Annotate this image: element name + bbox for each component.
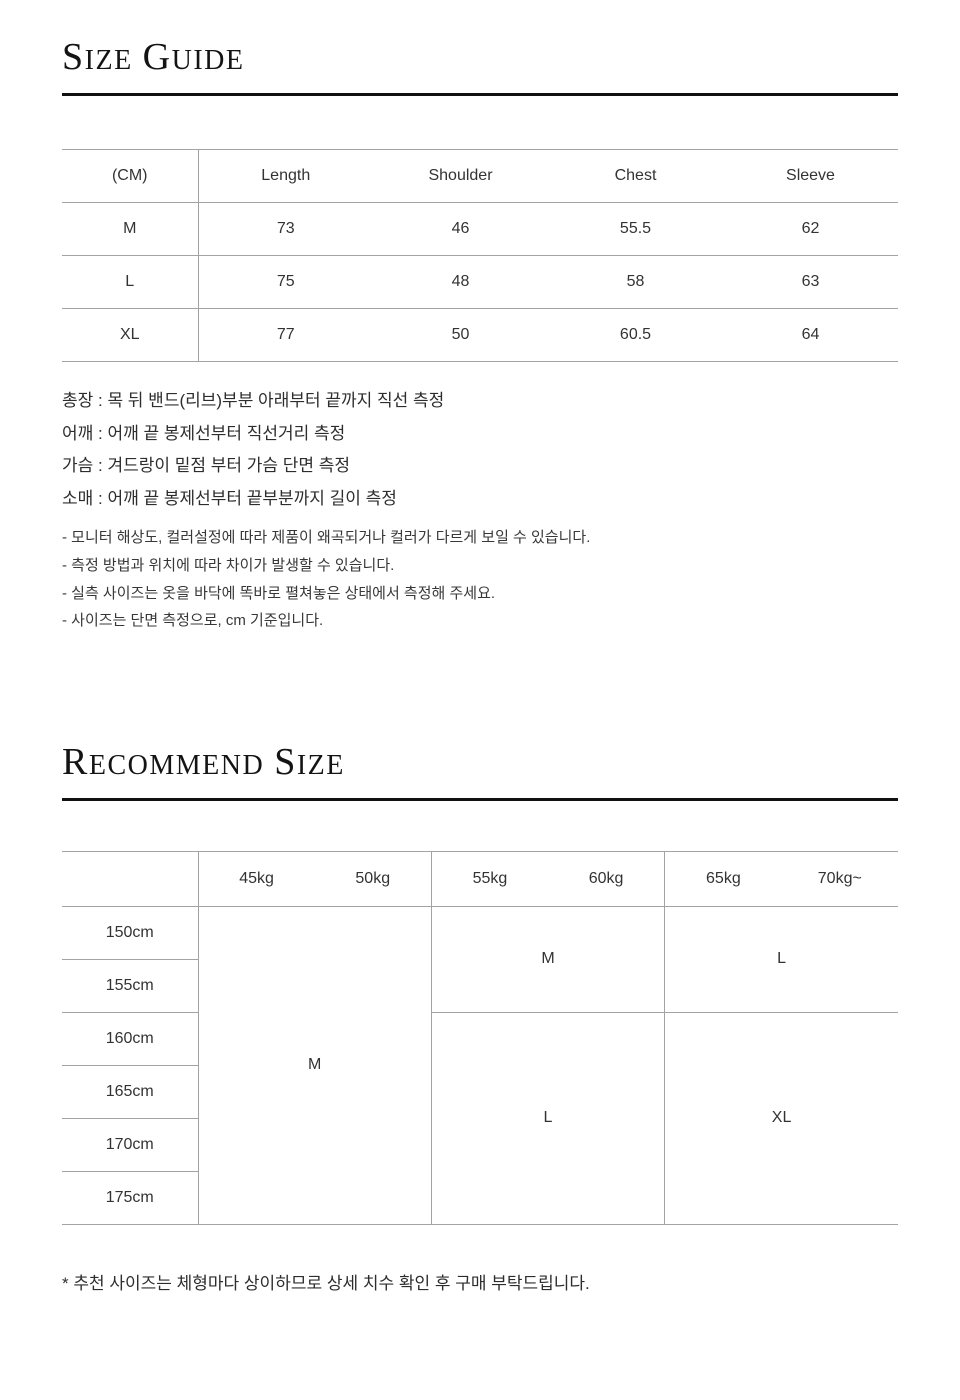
value-cell: 77 <box>276 325 295 343</box>
size-label-cell: XL <box>62 308 199 362</box>
size-guide-page: SIZE GUIDE (CM) Length Shoulder Chest Sle… <box>62 0 898 1294</box>
weight-label: 45kg <box>239 869 274 887</box>
weight-label: 70kg~ <box>817 869 862 887</box>
value-cell: 75 <box>198 255 373 309</box>
height-row-160: 160cm L XL <box>62 1012 898 1225</box>
recommend-footnote: * 추천 사이즈는 체형마다 상이하므로 상세 치수 확인 후 구매 부탁드립니… <box>62 1273 590 1293</box>
value-cell: 58 <box>548 255 723 309</box>
value-cell: 73 <box>198 202 373 256</box>
size-label-cell: M <box>62 202 199 256</box>
weight-label: 55kg <box>472 869 508 887</box>
height-row-155: 155cm <box>62 959 898 1013</box>
empty-corner-cell <box>62 851 198 907</box>
title-letter: G <box>142 36 172 78</box>
size-label-cell: L <box>62 255 199 309</box>
title-letters: ECOMMEND <box>88 750 265 782</box>
recommend-size-title: RECOMMEND SIZE <box>62 741 898 785</box>
height-label: 165cm <box>62 1065 198 1119</box>
column-header-sleeve: Sleeve <box>723 149 898 203</box>
column-header-chest: Chest <box>548 149 723 203</box>
height-label: 150cm <box>62 906 198 960</box>
recommend-header-row: 45kg 50kg 55kg 60kg 65kg 70kg~ <box>62 851 898 907</box>
caution-note: - 사이즈는 단면 측정으로, cm 기준입니다. <box>62 612 324 630</box>
weight-label: 65kg <box>706 869 741 887</box>
recommend-cell-55-60kg-top: M <box>430 906 665 1013</box>
column-header-length: Length <box>198 149 373 203</box>
height-row-175: 175cm <box>62 1171 898 1225</box>
value-cell: 63 <box>723 255 898 309</box>
measure-note-chest: 가슴 : 겨드랑이 밑점 부터 가슴 단면 측정 <box>62 456 351 476</box>
measure-note-sleeve: 소매 : 어깨 끝 봉제선부터 끝부분까지 길이 측정 <box>62 489 397 509</box>
recommend-cell-65-70kg-bottom: XL <box>664 1012 898 1225</box>
title-letter: S <box>62 36 85 78</box>
value-cell: 48 <box>373 255 548 309</box>
column-header-shoulder: Shoulder <box>373 149 548 203</box>
weight-label: 60kg <box>588 869 624 887</box>
recommend-cell-65-70kg-top: L <box>664 906 898 1013</box>
caution-note: - 측정 방법과 위치에 따라 차이가 발생할 수 있습니다. <box>62 556 395 574</box>
weight-pair: 45kg 50kg <box>199 870 431 888</box>
value-cell: 55.5 <box>548 202 723 256</box>
height-label: 170cm <box>62 1118 198 1172</box>
size-table-header-row: (CM) Length Shoulder Chest Sleeve <box>62 149 898 203</box>
recommend-cell-45-50kg: M <box>197 906 432 1225</box>
height-label: 175cm <box>62 1171 198 1225</box>
title-divider <box>62 797 898 801</box>
measure-notes: 총장 : 목 뒤 밴드(리브)부분 아래부터 끝까지 직선 측정 어깨 : 어깨… <box>62 390 898 509</box>
title-letters: IZE <box>84 45 133 76</box>
size-row-l: L 75 48 58 63 <box>62 255 898 309</box>
measure-note-length: 총장 : 목 뒤 밴드(리브)부분 아래부터 끝까지 직선 측정 <box>62 390 445 410</box>
caution-notes: - 모니터 해상도, 컬러설정에 따라 제품이 왜곡되거나 컬러가 다르게 보일… <box>62 530 898 629</box>
value-cell: 50 <box>451 325 470 343</box>
title-letters: UIDE <box>171 45 245 76</box>
recommend-cell-55-60kg-bottom: L <box>430 1012 665 1225</box>
caution-note: - 모니터 해상도, 컬러설정에 따라 제품이 왜곡되거나 컬러가 다르게 보일… <box>62 529 591 547</box>
measure-note-shoulder: 어깨 : 어깨 끝 봉제선부터 직선거리 측정 <box>62 423 346 443</box>
size-row-xl: XL 77 50 60.5 64 <box>62 308 898 362</box>
weight-label: 50kg <box>355 869 391 887</box>
height-row-150: 150cm M M L <box>62 906 898 1225</box>
weight-group-2-header: 55kg 60kg <box>430 851 665 907</box>
height-label: 160cm <box>62 1012 198 1066</box>
title-letter: R <box>62 741 89 784</box>
unit-header-cell: (CM) <box>62 149 199 203</box>
value-cell: 62 <box>723 202 898 256</box>
value-cell: 46 <box>373 202 548 256</box>
title-letter: S <box>274 741 297 784</box>
value-cell: 64 <box>801 325 820 343</box>
height-row-165: 165cm <box>62 1065 898 1119</box>
recommend-table: 45kg 50kg 55kg 60kg 65kg 70kg~ <box>62 850 898 1225</box>
weight-pair: 55kg 60kg <box>432 870 664 888</box>
size-table: (CM) Length Shoulder Chest Sleeve M 73 4… <box>62 148 898 362</box>
size-guide-title: SIZE GUIDE <box>62 36 898 80</box>
weight-group-3-header: 65kg 70kg~ <box>664 851 898 907</box>
title-divider <box>62 92 898 96</box>
weight-group-1-header: 45kg 50kg <box>197 851 432 907</box>
weight-pair: 65kg 70kg~ <box>665 870 898 888</box>
title-letters: IZE <box>296 750 345 782</box>
size-row-m: M 73 46 55.5 62 <box>62 202 898 256</box>
height-label: 155cm <box>62 959 198 1013</box>
value-cell: 60.5 <box>619 325 652 343</box>
height-row-170: 170cm <box>62 1118 898 1172</box>
caution-note: - 실측 사이즈는 옷을 바닥에 똑바로 펼쳐놓은 상태에서 측정해 주세요. <box>62 584 496 602</box>
